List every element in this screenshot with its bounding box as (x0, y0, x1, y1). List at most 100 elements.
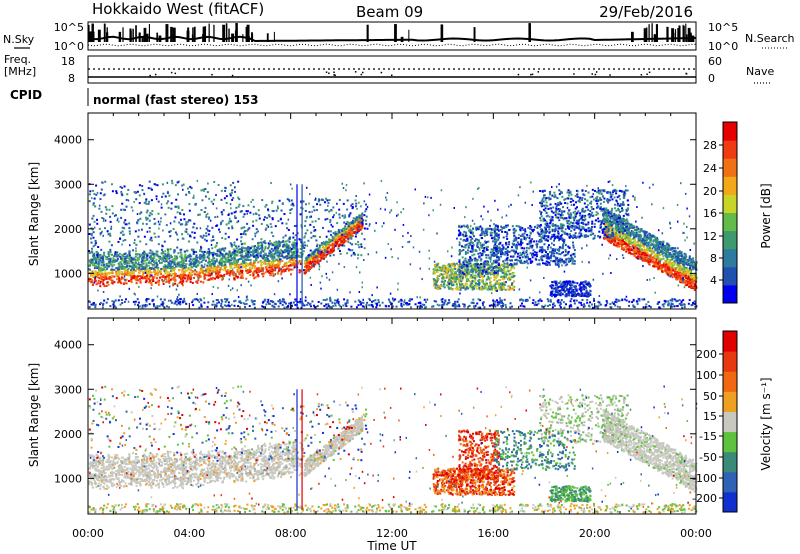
heatmap-cell (270, 266, 273, 269)
heatmap-cell (168, 256, 171, 259)
heatmap-cell (94, 270, 97, 273)
heatmap-cell (166, 266, 169, 269)
heatmap-cell (625, 218, 628, 221)
heatmap-cell (118, 279, 121, 282)
heatmap-cell (278, 262, 281, 265)
heatmap-cell (647, 241, 650, 244)
heatmap-cell (637, 233, 640, 236)
heatmap-cell (131, 261, 134, 264)
heatmap-cell (157, 212, 160, 215)
heatmap-cell (208, 264, 211, 267)
heatmap-cell (241, 256, 244, 259)
heatmap-cell (108, 272, 111, 275)
heatmap-cell (254, 248, 257, 251)
heatmap-cell (222, 265, 225, 268)
heatmap-cell (283, 265, 286, 268)
heatmap-cell (638, 237, 641, 240)
heatmap-cell (217, 274, 220, 277)
heatmap-cell (349, 222, 352, 225)
heatmap-cell (653, 261, 656, 264)
heatmap-cell (315, 245, 318, 248)
heatmap-cell (126, 272, 129, 275)
heatmap-cell (208, 278, 211, 281)
heatmap-cell (134, 277, 137, 280)
heatmap-cell (682, 265, 685, 268)
heatmap-cell (200, 264, 203, 267)
heatmap-cell (688, 282, 691, 285)
heatmap-cell (305, 270, 308, 273)
heatmap-cell (172, 228, 175, 231)
heatmap-cell (103, 285, 106, 288)
heatmap-cell (219, 251, 222, 254)
heatmap-cell (671, 273, 674, 276)
heatmap-cell (153, 262, 156, 265)
heatmap-cell (154, 271, 157, 274)
heatmap-cell (271, 264, 274, 267)
heatmap-cell (329, 233, 332, 236)
cpid-label: CPID (10, 88, 42, 102)
heatmap-cell (316, 243, 319, 246)
heatmap-cell (678, 271, 681, 274)
heatmap-cell (185, 193, 188, 196)
heatmap-cell (677, 257, 680, 260)
heatmap-cell (152, 263, 155, 266)
heatmap-cell (304, 272, 307, 275)
heatmap-cell (248, 246, 251, 249)
heatmap-cell (344, 240, 347, 243)
heatmap-cell (224, 257, 227, 260)
heatmap-cell (285, 222, 288, 225)
heatmap-cell (266, 263, 269, 266)
heatmap-cell (670, 253, 673, 256)
heatmap-cell (341, 229, 344, 232)
heatmap-cell (188, 255, 191, 258)
heatmap-cell (283, 243, 286, 246)
heatmap-cell (674, 250, 677, 253)
heatmap-cell (304, 244, 307, 247)
heatmap-cell (214, 271, 217, 274)
heatmap-cell (613, 233, 616, 236)
heatmap-cell (682, 270, 685, 273)
heatmap-cell (347, 225, 350, 228)
heatmap-cell (358, 214, 361, 217)
heatmap-cell (134, 261, 137, 264)
heatmap-cell (280, 271, 283, 274)
heatmap-cell (233, 277, 236, 280)
heatmap-cell (95, 193, 98, 196)
heatmap-cell (671, 276, 674, 279)
freq-mark (360, 73, 363, 76)
heatmap-cell (173, 251, 176, 254)
nave-tick-bottom: 0 (708, 72, 715, 85)
heatmap-cell (123, 282, 126, 285)
heatmap-cell (327, 252, 330, 255)
heatmap-cell (185, 280, 188, 283)
heatmap-cell (608, 241, 611, 244)
heatmap-cell (165, 260, 168, 263)
heatmap-cell (237, 245, 240, 248)
heatmap-cell (272, 253, 275, 256)
heatmap-cell (669, 247, 672, 250)
heatmap-cell (158, 223, 161, 226)
heatmap-cell (684, 262, 687, 265)
heatmap-cell (103, 251, 106, 254)
heatmap-cell (136, 190, 139, 193)
heatmap-cell (346, 208, 349, 211)
heatmap-cell (284, 250, 287, 253)
heatmap-cell (284, 234, 287, 237)
heatmap-cell (97, 257, 100, 260)
heatmap-cell (193, 264, 196, 267)
heatmap-cell (92, 275, 95, 278)
heatmap-cell (243, 255, 246, 258)
heatmap-cell (223, 264, 226, 267)
heatmap-cell (93, 279, 96, 282)
heatmap-cell (244, 233, 247, 236)
heatmap-cell (223, 260, 226, 263)
heatmap-cell (277, 251, 280, 254)
heatmap-cell (132, 277, 135, 280)
heatmap-cell (694, 273, 697, 276)
heatmap-cell (103, 266, 106, 269)
heatmap-cell (193, 251, 196, 254)
heatmap-cell (347, 229, 350, 232)
heatmap-cell (313, 253, 316, 256)
heatmap-cell (297, 262, 300, 265)
heatmap-cell (234, 245, 237, 248)
